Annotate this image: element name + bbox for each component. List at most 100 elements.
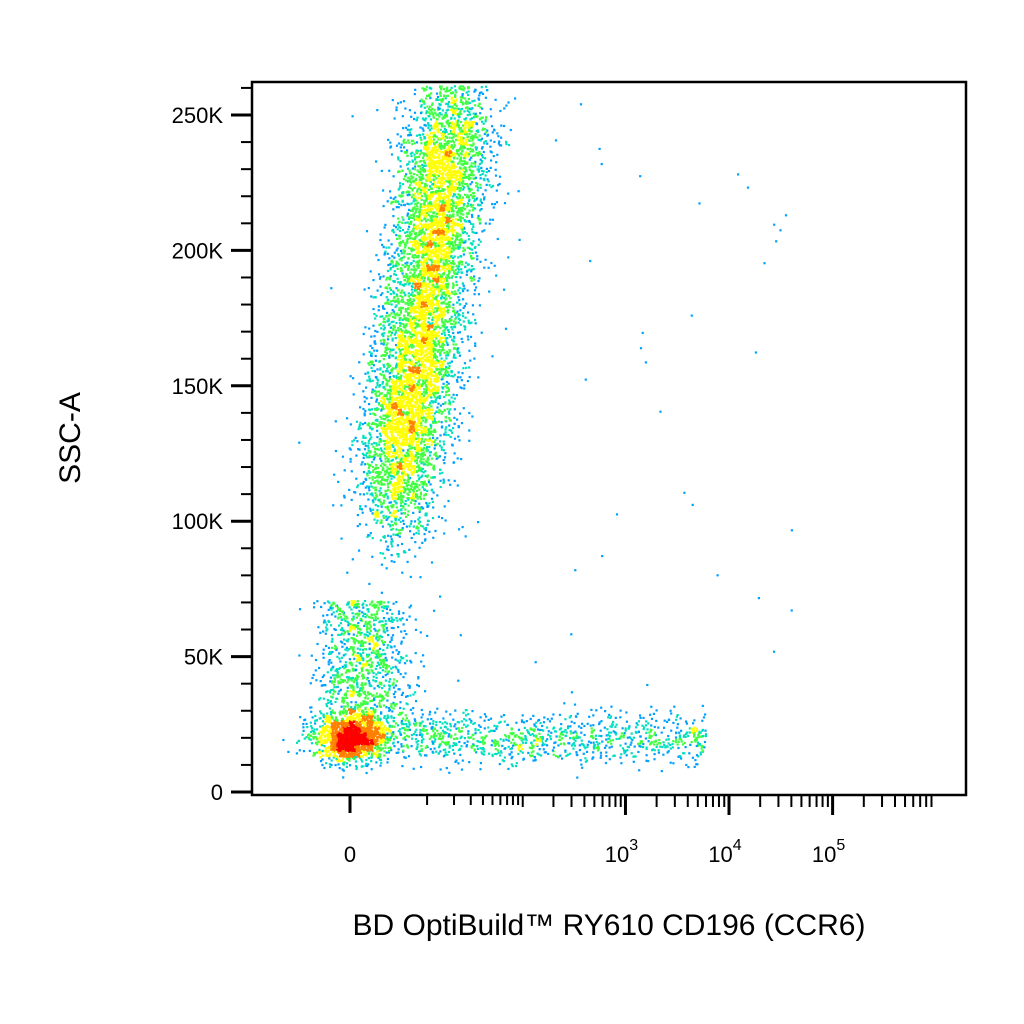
event-dot [486,142,489,145]
event-dot [380,727,383,730]
event-dot [393,448,396,451]
event-dot [321,749,324,753]
event-dot [483,179,486,182]
event-dot [425,512,428,515]
event-dot [470,265,473,268]
event-dot [453,85,456,88]
event-dot [432,506,435,509]
event-dot [396,295,399,298]
event-dot [420,286,423,289]
event-dot [380,744,383,747]
event-dot [379,764,382,767]
event-dot [415,251,418,255]
event-dot [476,183,479,186]
event-dot [409,464,412,468]
event-dot [392,733,395,736]
event-dot [431,166,434,169]
event-dot [399,375,402,378]
event-dot [404,474,407,477]
event-dot [358,720,362,724]
event-dot [429,180,432,183]
event-dot [465,212,468,215]
event-dot [472,207,475,210]
event-dot [360,755,363,758]
event-dot [405,318,408,321]
event-dot [491,218,494,221]
event-dot [354,738,357,742]
event-dot [412,282,415,285]
event-dot [375,254,378,257]
event-dot [405,235,408,238]
event-dot [419,393,422,396]
event-dot [417,415,420,418]
event-dot [357,738,360,741]
event-dot [436,185,439,188]
event-dot [384,470,387,473]
event-dot [465,196,468,199]
event-dot [413,311,416,314]
event-dot [428,165,431,168]
event-dot [477,170,480,173]
event-dot [431,337,434,340]
event-dot [429,362,433,365]
event-dot [333,731,336,734]
event-dot [478,168,481,171]
event-dot [441,216,445,219]
event-dot [433,335,436,338]
event-dot [474,207,477,210]
event-dot [421,393,424,396]
event-dot [409,425,412,428]
event-dot [399,195,402,198]
event-dot [343,725,346,728]
event-dot [386,392,389,395]
event-dot [395,388,398,392]
event-dot [392,231,395,234]
event-dot [425,112,428,115]
event-dot [391,524,394,527]
event-dot [433,356,436,359]
event-dot [414,243,418,246]
event-dot [469,188,472,191]
event-dot [326,712,329,715]
event-dot [425,85,428,88]
event-dot [450,229,453,232]
event-dot [443,395,446,399]
event-dot [362,753,365,756]
event-dot [445,142,448,145]
event-dot [442,261,445,264]
event-dot [484,96,487,99]
event-dot [443,433,446,436]
event-dot [428,309,431,312]
event-dot [329,728,333,731]
event-dot [448,178,452,181]
event-dot [356,750,359,754]
event-dot [399,226,402,230]
event-dot [378,440,381,443]
event-dot [342,763,345,766]
event-dot [422,264,425,267]
event-dot [439,92,442,95]
event-dot [384,354,387,357]
event-dot [398,529,401,532]
event-dot [452,162,455,165]
event-dot [467,155,470,158]
event-dot [365,386,368,389]
event-dot [373,747,377,750]
event-dot [424,483,427,486]
event-dot [363,728,366,731]
event-dot [385,440,388,443]
event-dot [380,404,383,407]
event-dot [479,106,482,109]
event-dot [465,232,468,235]
event-dot [437,402,440,405]
event-dot [404,308,407,311]
event-dot [330,748,333,751]
event-dot [422,440,425,443]
event-dot [449,408,452,411]
event-dot [386,761,389,764]
event-dot [399,294,402,297]
event-dot [412,350,415,354]
event-dot [403,354,406,358]
event-dot [457,203,460,206]
event-dot [323,722,326,725]
